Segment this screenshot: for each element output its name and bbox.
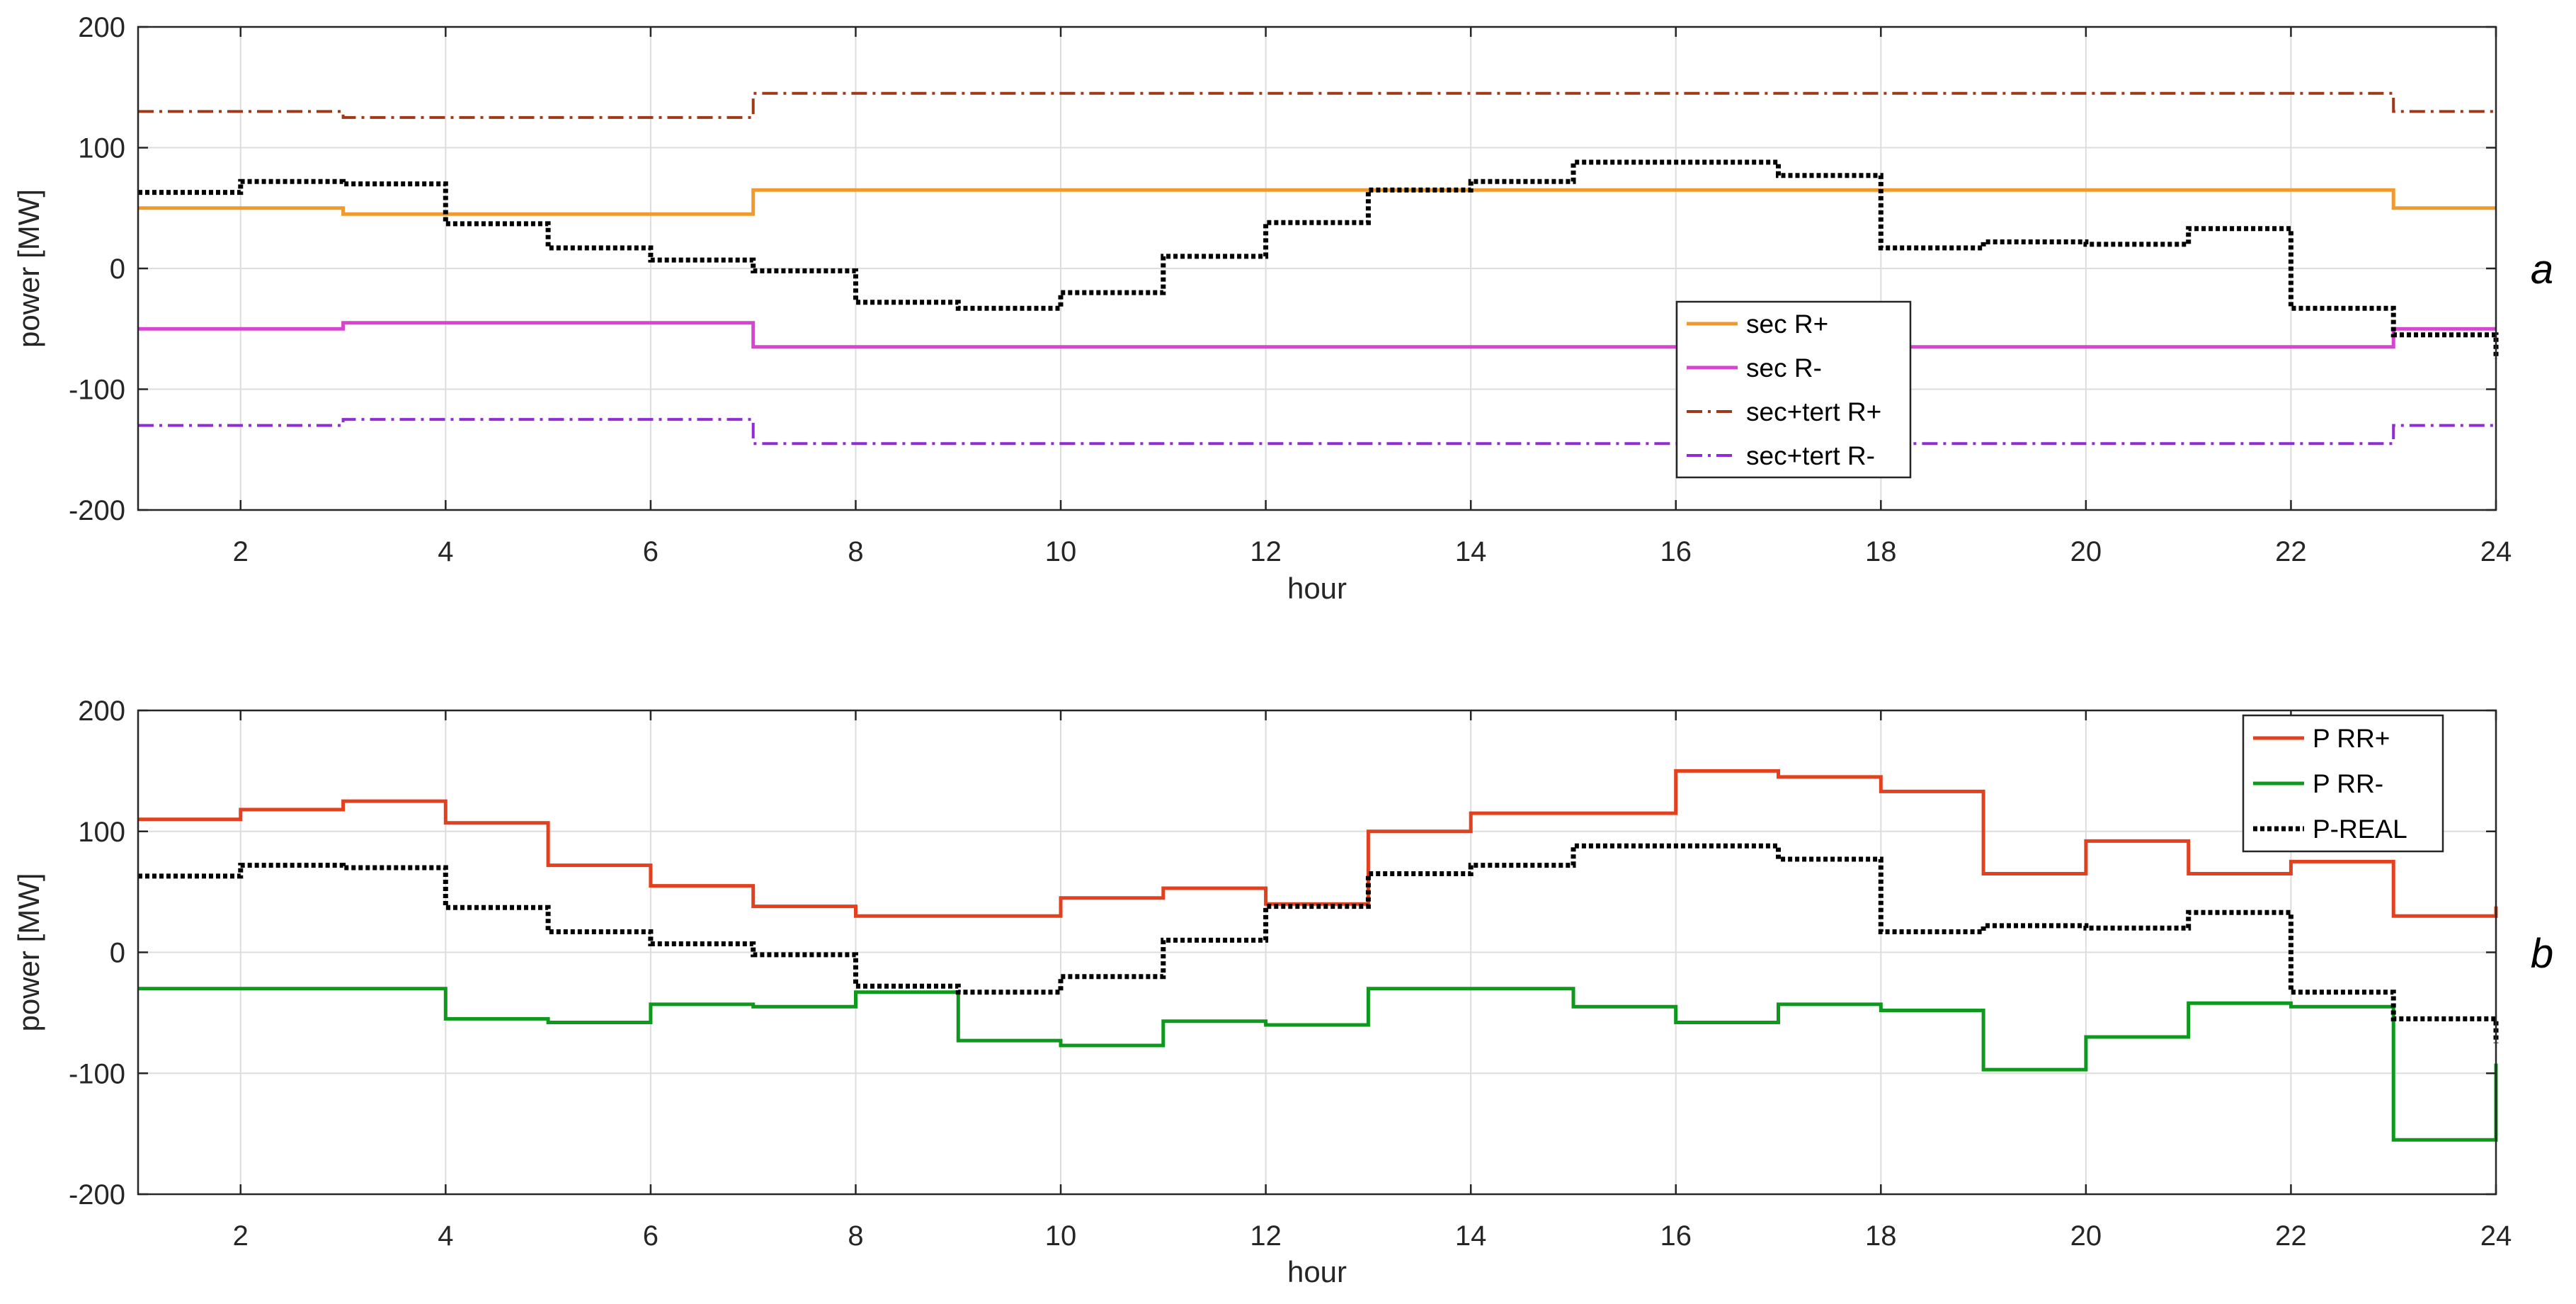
panel-b-chart: 2 4 6 8 10 12 14 16 18 20 22 242001000-100-200hourp…: [12, 696, 2553, 1288]
legend: sec R+ sec R-sec+tert R+ sec+tert R-: [1675, 300, 1912, 479]
x-tick-label: 14: [1455, 536, 1487, 567]
x-tick-label: 12: [1250, 1220, 1282, 1252]
y-tick-label: 100: [78, 133, 125, 164]
x-tick-label: 2: [233, 1220, 249, 1252]
x-tick-label: 16: [1660, 1220, 1692, 1252]
x-tick-label: 6: [643, 536, 659, 567]
y-tick-label: -100: [69, 1058, 125, 1089]
x-tick-label: 6: [643, 1220, 659, 1252]
x-tick-label: 18: [1865, 1220, 1897, 1252]
x-tick-label: 10: [1045, 536, 1077, 567]
x-tick-label: 14: [1455, 1220, 1487, 1252]
legend: P RR+ P RR- P-REAL: [2242, 714, 2444, 853]
x-tick-label: 18: [1865, 536, 1897, 567]
x-tick-label: 2: [233, 536, 249, 567]
panel-a-chart: 2 4 6 8 10 12 14 16 18 20 22 242001000-100-200hourp…: [12, 12, 2553, 605]
legend-label: P RR+: [2313, 724, 2390, 753]
y-axis-label: power [MW]: [12, 189, 45, 348]
x-tick-label: 4: [438, 1220, 453, 1252]
y-tick-label: -200: [69, 495, 125, 526]
legend-label: sec R+: [1746, 310, 1828, 339]
x-tick-label: 8: [848, 536, 863, 567]
x-tick-label: 12: [1250, 536, 1282, 567]
legend-box: [1675, 300, 1912, 479]
x-axis-label: hour: [1287, 572, 1347, 605]
x-tick-label: 16: [1660, 536, 1692, 567]
y-tick-label: -200: [69, 1179, 125, 1211]
series-line-p-real: [138, 159, 2499, 359]
series-line-p-real: [138, 843, 2499, 1043]
panel-letter: a: [2531, 246, 2553, 293]
x-tick-label: 20: [2070, 536, 2102, 567]
series-line-p-rr-: [138, 987, 2498, 1142]
series-line-sec-r-: [138, 188, 2496, 216]
x-tick-label: 4: [438, 536, 453, 567]
legend-label: sec R-: [1746, 353, 1822, 382]
panel-letter: b: [2531, 931, 2553, 977]
legend-label: P-REAL: [2313, 815, 2407, 844]
legend-label: sec+tert R-: [1746, 441, 1875, 470]
y-tick-label: 0: [110, 938, 125, 969]
y-tick-label: 200: [78, 12, 125, 43]
x-tick-label: 24: [2480, 536, 2512, 567]
y-tick-label: 0: [110, 254, 125, 285]
legend-label: P RR-: [2313, 769, 2383, 798]
x-tick-label: 24: [2480, 1220, 2512, 1252]
x-tick-label: 20: [2070, 1220, 2102, 1252]
x-tick-label: 8: [848, 1220, 863, 1252]
y-tick-label: 200: [78, 696, 125, 727]
y-tick-label: -100: [69, 375, 125, 406]
x-tick-label: 10: [1045, 1220, 1077, 1252]
series-line-sec-r-: [138, 321, 2496, 349]
y-axis-label: power [MW]: [12, 873, 45, 1031]
y-tick-label: 100: [78, 817, 125, 848]
legend-label: sec+tert R+: [1746, 397, 1881, 426]
x-tick-label: 22: [2275, 1220, 2307, 1252]
x-axis-label: hour: [1287, 1255, 1347, 1288]
x-tick-label: 22: [2275, 536, 2307, 567]
